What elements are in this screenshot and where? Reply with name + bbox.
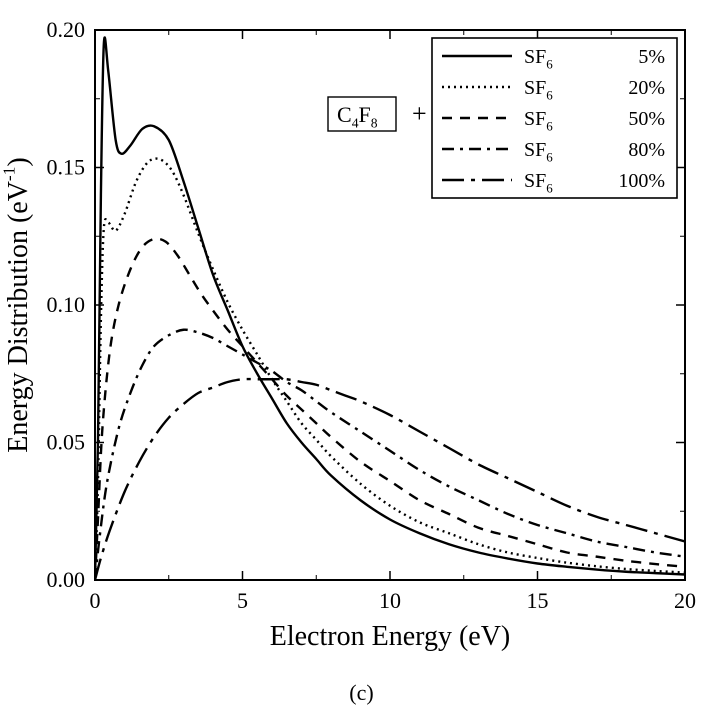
x-tick-label: 15 <box>527 588 549 613</box>
annotation-plus: + <box>412 99 427 128</box>
y-axis-label: Energy Distribution (eV-1) <box>0 157 34 452</box>
x-tick-label: 0 <box>90 588 101 613</box>
x-tick-label: 5 <box>237 588 248 613</box>
y-tick-label: 0.20 <box>47 17 86 42</box>
chart-container: 0 5 10 15 20 0.00 0.05 0.10 0.15 0.20 Electron Ene… <box>0 0 723 713</box>
x-tick-label: 20 <box>674 588 696 613</box>
legend-pct: 80% <box>628 139 665 161</box>
y-tick-label: 0.10 <box>47 292 86 317</box>
legend-pct: 20% <box>628 77 665 99</box>
x-axis-label: Electron Energy (eV) <box>270 621 511 652</box>
legend-pct: 5% <box>638 46 665 68</box>
legend-pct: 50% <box>628 108 665 130</box>
legend-pct: 100% <box>618 170 665 192</box>
y-tick-label: 0.15 <box>47 155 86 180</box>
y-tick-label: 0.00 <box>47 567 86 592</box>
x-tick-label: 10 <box>379 588 401 613</box>
y-axis-label-group: Energy Distribution (eV-1) <box>0 157 34 452</box>
y-tick-label: 0.05 <box>47 430 86 455</box>
chart-svg: 0 5 10 15 20 0.00 0.05 0.10 0.15 0.20 Electron Ene… <box>0 0 723 713</box>
figure-caption: (c) <box>349 680 373 705</box>
